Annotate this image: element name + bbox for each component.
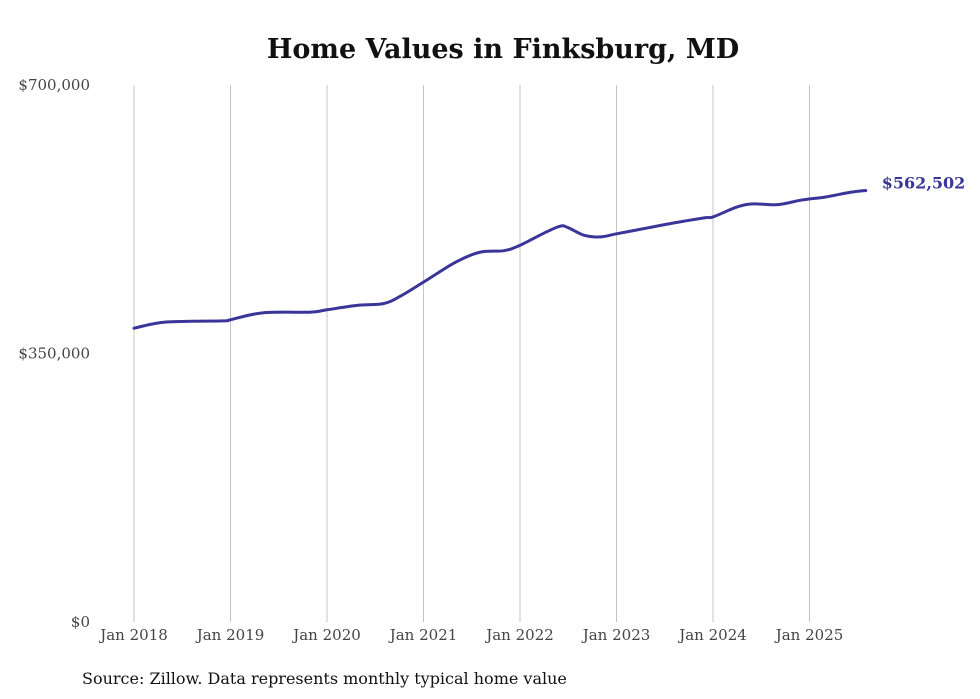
series-line: [132, 188, 868, 330]
x-tick-label: Jan 2018: [98, 626, 168, 644]
x-tick-label: Jan 2020: [291, 626, 361, 644]
chart-title: Home Values in Finksburg, MD: [267, 34, 739, 65]
end-value-label: $562,502: [882, 173, 966, 192]
x-tick-label: Jan 2022: [484, 626, 554, 644]
x-tick-label: Jan 2021: [388, 626, 458, 644]
x-tick-label: Jan 2023: [581, 626, 651, 644]
y-tick-label: $700,000: [18, 76, 90, 94]
x-tick-label: Jan 2019: [195, 626, 265, 644]
x-tick-label: Jan 2025: [774, 626, 844, 644]
source-note: Source: Zillow. Data represents monthly …: [82, 669, 567, 688]
y-tick-label: $350,000: [18, 345, 90, 363]
x-tick-label: Jan 2024: [677, 626, 747, 644]
y-tick-label: $0: [71, 613, 90, 631]
